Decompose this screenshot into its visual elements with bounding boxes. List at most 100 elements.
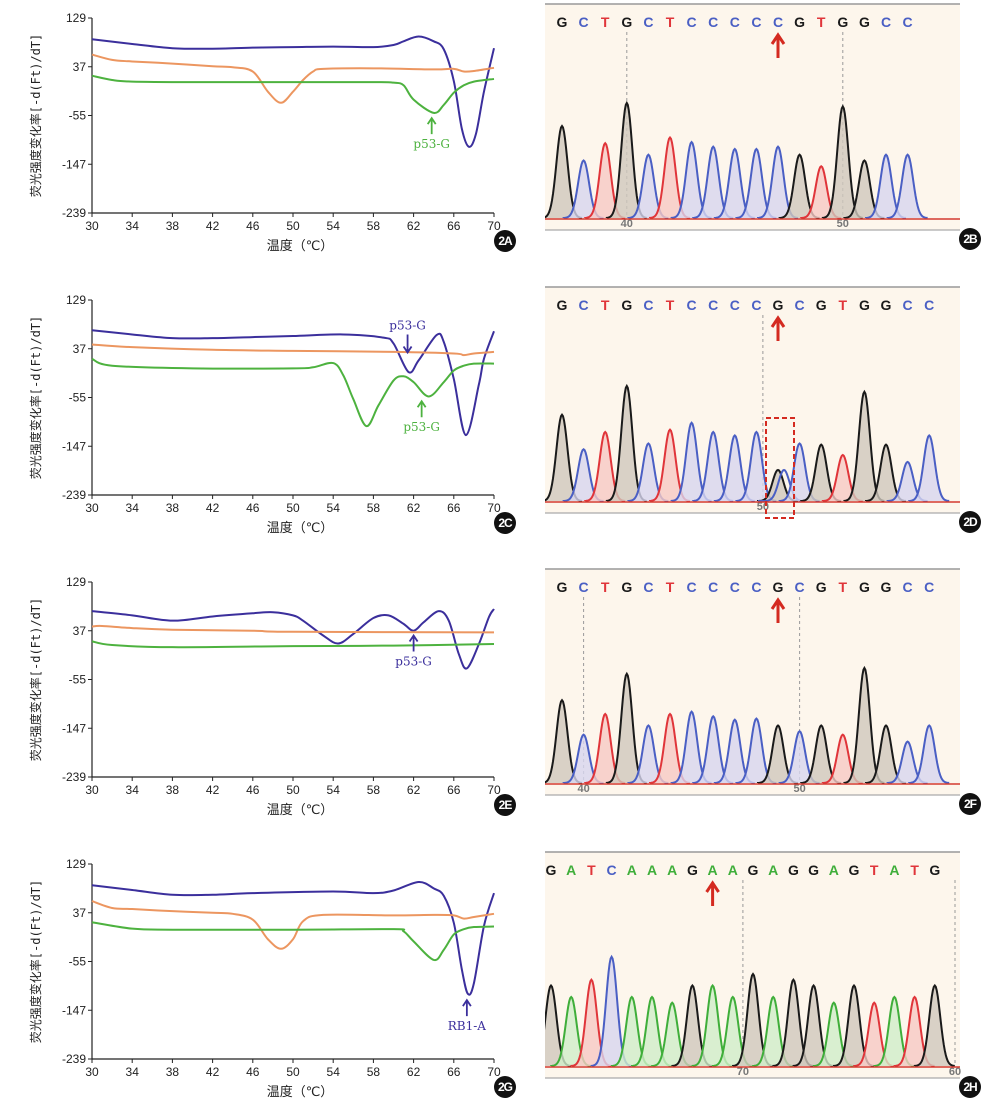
position-label: 40 [621,218,633,230]
base-call-letter: A [667,862,677,878]
x-tick-label: 50 [286,501,300,515]
base-call-letter: C [730,297,740,313]
base-call-letter: A [768,862,778,878]
peak-fill [671,142,712,218]
peak-fill [606,673,647,783]
y-tick-label: 37 [73,906,87,920]
x-tick-label: 38 [166,219,180,233]
x-tick-label: 70 [487,783,501,797]
base-call-letter: T [666,297,675,313]
x-axis-title: 温度（℃） [267,238,334,254]
x-tick-label: 30 [85,1065,99,1079]
base-call-letter: T [601,297,610,313]
base-call-letter: G [557,297,568,313]
peak-fill [563,734,604,783]
base-call-letter: T [839,297,848,313]
y-tick-label: -55 [69,109,87,123]
y-tick-label: -55 [69,391,87,405]
base-call-letter: C [607,862,617,878]
x-tick-label: 42 [206,219,220,233]
x-tick-label: 54 [327,783,341,797]
annotation-arrow-icon [408,633,419,652]
peak-fill [611,997,652,1066]
peak-fill [628,725,669,783]
series-green-line [91,357,495,428]
peak-fill [801,444,842,501]
peak-fill [844,668,885,783]
base-call-letter: G [816,297,827,313]
x-tick-label: 50 [286,1065,300,1079]
base-call-letter: G [788,862,799,878]
y-tick-label: -147 [62,721,86,735]
x-tick-label: 62 [407,783,421,797]
peak-fill [545,985,571,1066]
peak-fill [793,985,834,1066]
base-call-letter: C [903,14,913,30]
peak-fill [813,1002,854,1066]
peak-fill [736,149,777,218]
peak-trace-C [908,433,950,502]
x-tick-label: 46 [246,219,260,233]
position-label: 70 [737,1066,749,1078]
y-tick-label: 129 [66,11,86,25]
base-call-letter: C [881,14,891,30]
peak-fill [693,432,734,501]
mutation-arrow-icon [770,32,786,58]
x-tick-label: 46 [246,501,260,515]
base-call-letter: C [643,14,653,30]
x-tick-label: 30 [85,501,99,515]
base-call-letter: C [708,297,718,313]
series-blue-line [91,329,495,437]
base-call-letter: A [566,862,576,878]
base-call-letter: C [730,14,740,30]
y-tick-label: -239 [62,488,86,502]
y-tick-label: 129 [66,857,86,871]
base-call-letter: A [829,862,839,878]
base-call-letter: G [557,14,568,30]
base-call-letter: T [839,579,848,595]
peak-fill [844,391,885,501]
base-call-letter: G [859,579,870,595]
peak-fill [887,741,928,783]
x-tick-label: 66 [447,501,461,515]
base-call-letter: G [929,862,940,878]
peak-fill [571,979,612,1066]
peak-fill [545,414,582,501]
peak-fill [585,432,626,501]
base-call-letter: C [687,14,697,30]
y-tick-label: 129 [66,575,86,589]
base-call-letter: G [773,579,784,595]
peak-fill [545,126,582,218]
peak-fill [632,997,672,1066]
peak-trace-C [908,724,950,784]
annotation-arrow-icon [416,399,427,418]
base-call-letter: A [708,862,718,878]
x-tick-label: 42 [206,501,220,515]
peak-fill [650,714,690,783]
peak-fill [758,146,798,218]
x-axis-title: 温度（℃） [267,1084,334,1100]
peak-fill [628,443,669,501]
base-call-letter: G [546,862,557,878]
x-tick-label: 34 [126,219,140,233]
series-blue-line [91,35,495,148]
base-call-letter: T [666,14,675,30]
annotation-label: p53-G [413,137,450,151]
base-call-letter: T [601,14,610,30]
base-call-letter: G [621,579,632,595]
peak-fill [801,166,842,218]
x-tick-label: 34 [126,1065,140,1079]
peak-fill [628,154,669,218]
y-tick-label: -239 [62,206,86,220]
base-call-letter: C [730,579,740,595]
peak-fill [563,160,604,218]
x-tick-label: 70 [487,501,501,515]
peak-fill [822,455,863,501]
peak-fill [874,997,915,1066]
annotation-arrow-icon [426,116,437,135]
peak-fill [585,714,626,783]
peak-fill [733,974,773,1066]
melt-curve-chart-2c: 129 37 -55 -147 -239 30 34 38 42 46 50 54 58 62 66 70 温度… [0,282,530,552]
base-call-letter: A [627,862,637,878]
